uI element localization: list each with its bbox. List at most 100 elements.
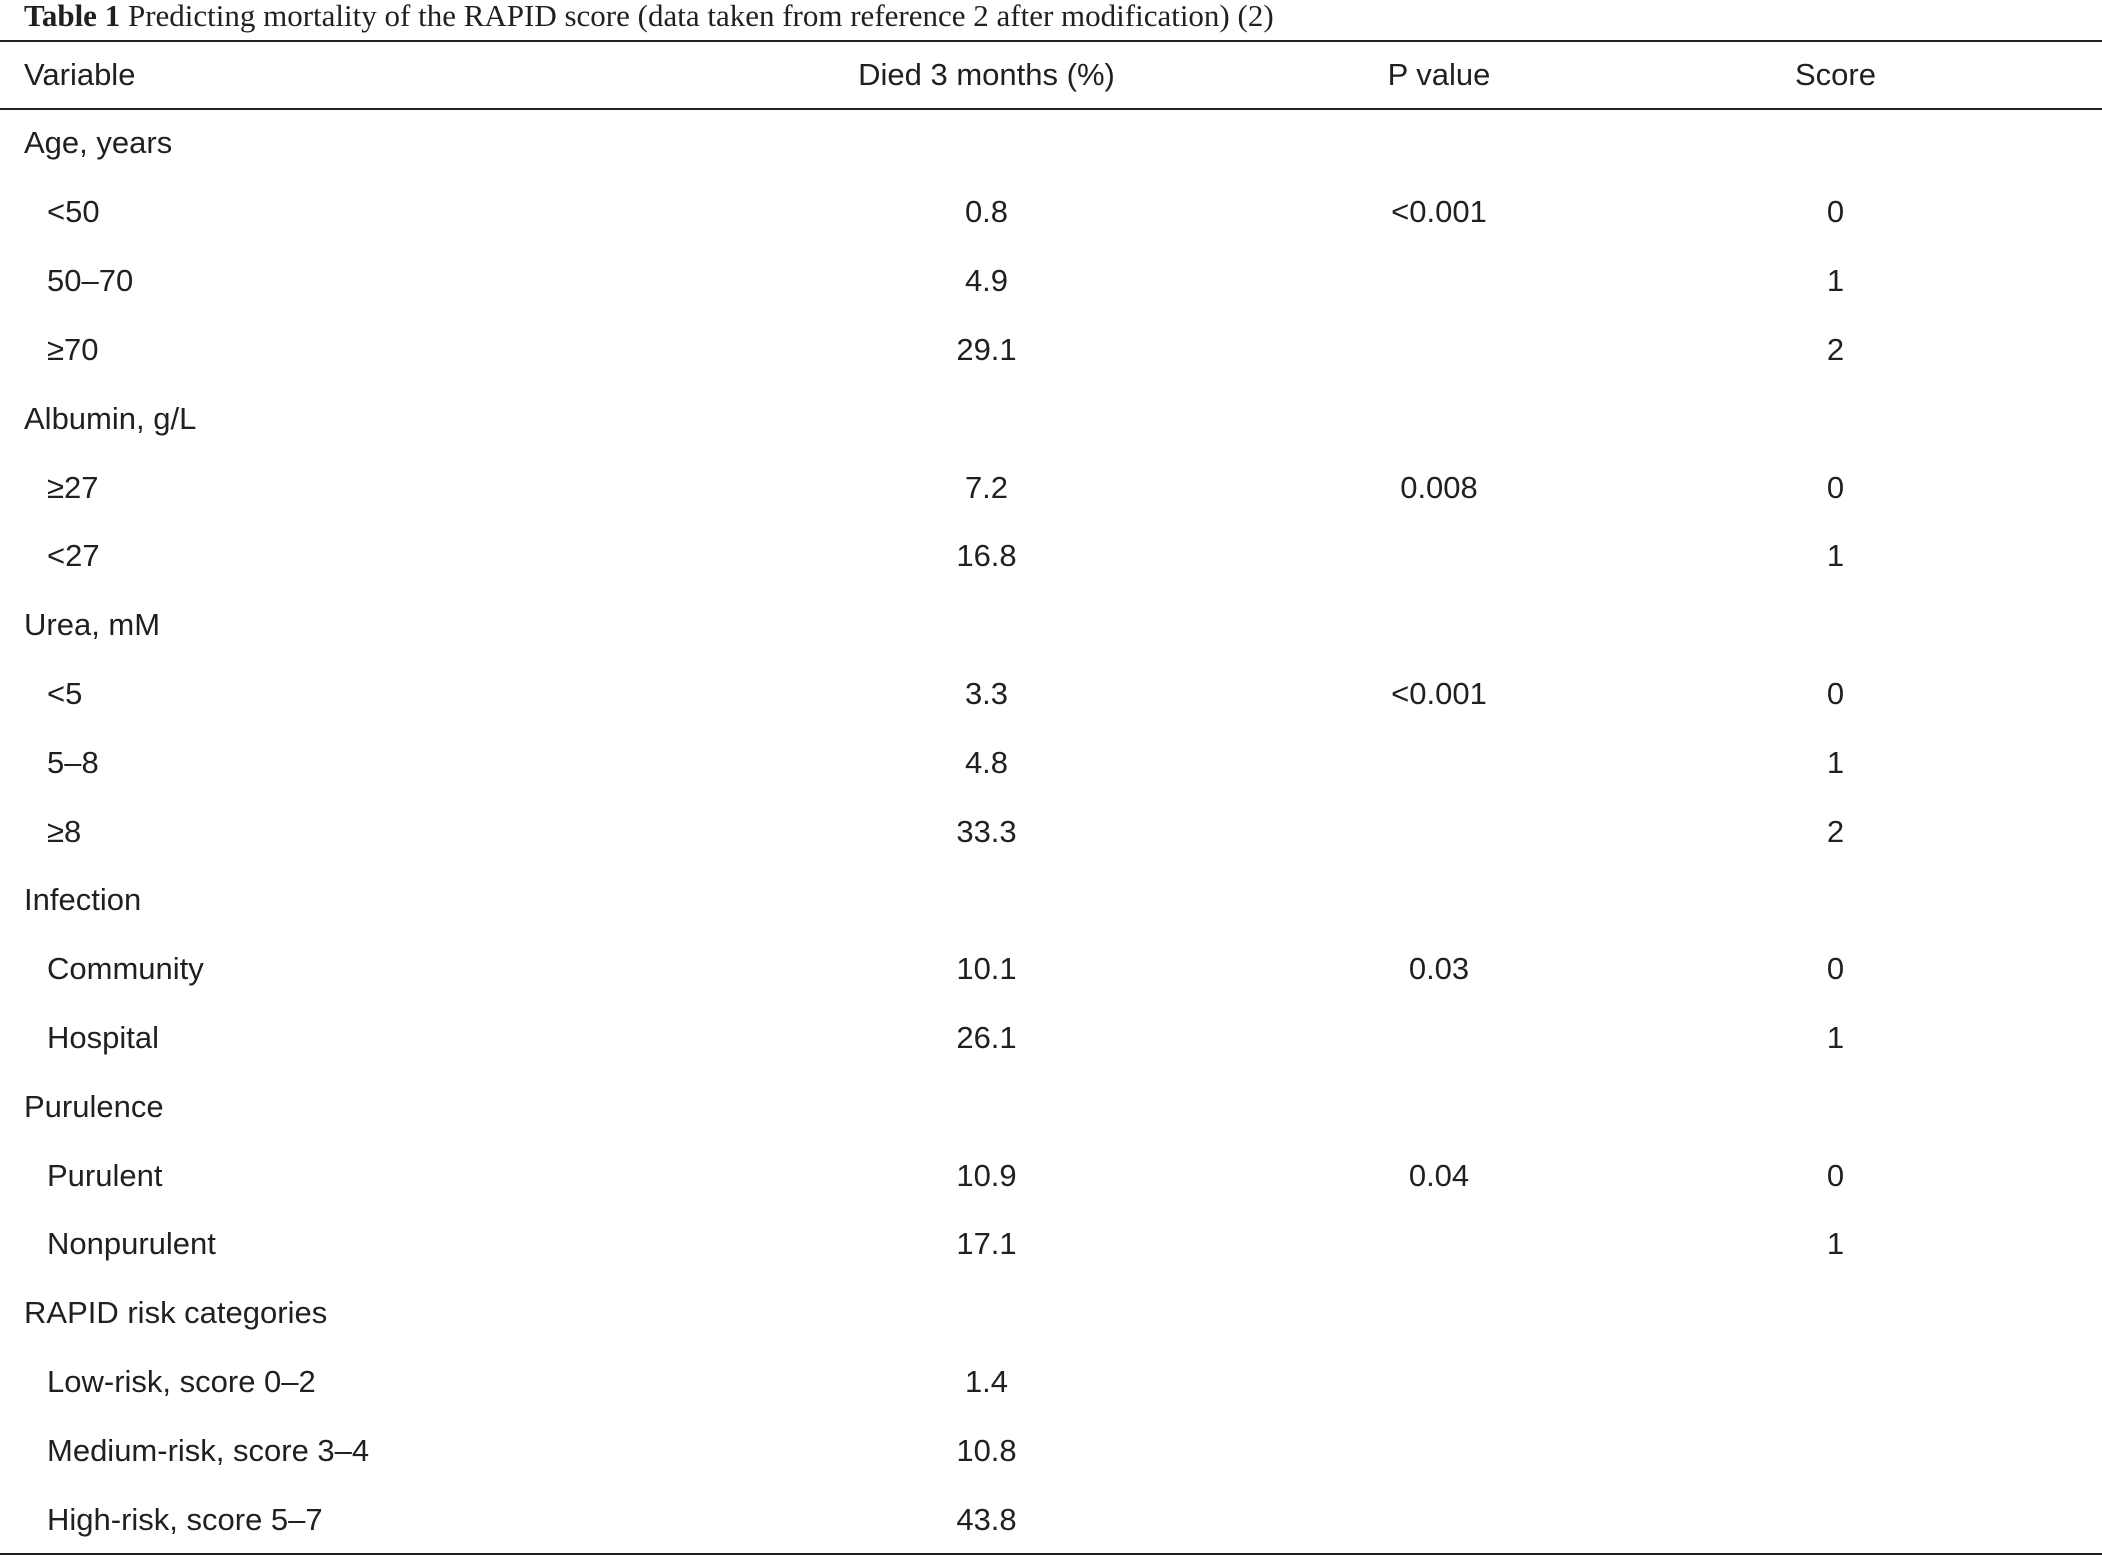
cell-score [1569,866,2102,935]
header-variable: Variable [24,57,136,92]
cell-died: 4.8 [964,744,1009,780]
cell-pvalue [1309,1279,1569,1348]
table-group-row: Urea, mM [0,591,2102,660]
table-row: Low-risk, score 0–2 1.4 [0,1348,2102,1417]
cell-score [1569,384,2102,453]
cell-variable: Medium-risk, score 3–4 [47,1432,370,1468]
header-row: Variable Died 3 months (%) P value Score [0,42,2102,108]
cell-pvalue: 0.008 [1400,469,1478,505]
table-row: ≥70 29.1 2 [0,316,2102,385]
cell-variable: Nonpurulent [47,1226,216,1262]
cell-variable: ≥8 [47,813,82,849]
cell-died: 3.3 [964,675,1009,711]
cell-score: 0 [1826,469,1845,505]
table-row: Community 10.1 0.03 0 [0,935,2102,1004]
cell-variable: RAPID risk categories [24,1295,328,1331]
cell-score [1569,1416,2102,1485]
table-row: Hospital 26.1 1 [0,1004,2102,1073]
cell-variable: Purulence [24,1088,164,1124]
cell-score: 2 [1826,331,1845,367]
table-group-row: Albumin, g/L [0,384,2102,453]
cell-pvalue [1309,591,1569,660]
cell-score: 0 [1826,1157,1845,1193]
cell-died [664,384,1309,453]
table-row: Medium-risk, score 3–4 10.8 [0,1416,2102,1485]
cell-score: 1 [1826,744,1845,780]
cell-died: 10.9 [956,1157,1017,1193]
cell-died: 1.4 [964,1363,1009,1399]
cell-died: 7.2 [964,469,1009,505]
table-row: <27 16.8 1 [0,522,2102,591]
cell-variable: High-risk, score 5–7 [47,1501,323,1537]
cell-pvalue [1309,247,1569,316]
table-group-row: Purulence [0,1072,2102,1141]
table-row: Nonpurulent 17.1 1 [0,1210,2102,1279]
cell-pvalue [1309,384,1569,453]
table-header: Variable Died 3 months (%) P value Score [0,42,2102,108]
cell-pvalue [1309,316,1569,385]
table-row: High-risk, score 5–7 43.8 [0,1485,2102,1554]
cell-variable: Urea, mM [24,607,161,643]
cell-variable: Low-risk, score 0–2 [47,1363,316,1399]
cell-pvalue [1309,108,1569,178]
table-group-row: Age, years [0,108,2102,178]
cell-died: 26.1 [956,1019,1017,1055]
cell-pvalue [1309,1348,1569,1417]
table-group-row: Infection [0,866,2102,935]
table-row: <50 0.8 <0.001 0 [0,178,2102,247]
table-row: ≥8 33.3 2 [0,797,2102,866]
cell-score: 1 [1826,538,1845,574]
cell-score: 1 [1826,1019,1845,1055]
caption-label: Table 1 [24,0,121,33]
cell-score [1569,1485,2102,1554]
cell-died [664,866,1309,935]
cell-pvalue [1309,1485,1569,1554]
table-row: ≥27 7.2 0.008 0 [0,453,2102,522]
cell-died: 0.8 [964,194,1009,230]
table-body: Age, years <5 0 0.8 <0.001 0 50–70 4.9 1 ≥70 29.1 2… [0,108,2102,1554]
cell-pvalue [1309,1416,1569,1485]
cell-variable: Infection [24,882,142,918]
cell-variable: Hospital [47,1019,159,1055]
header-pvalue: P value [1387,57,1491,92]
cell-died [664,1072,1309,1141]
cell-pvalue [1309,797,1569,866]
cell-score [1569,1072,2102,1141]
cell-score: 0 [1826,194,1845,230]
cell-died: 33.3 [956,813,1017,849]
cell-pvalue: 0.03 [1408,951,1470,987]
cell-score [1569,1348,2102,1417]
rapid-score-table: Variable Died 3 months (%) P value Score… [0,42,2102,1554]
cell-pvalue [1309,1072,1569,1141]
cell-variable: Albumin, g/L [24,400,197,436]
cell-variable: <5 [47,675,83,711]
cell-died [664,591,1309,660]
cell-died: 17.1 [956,1226,1017,1262]
bottom-rule [0,1553,2102,1555]
cell-score: 0 [1826,951,1845,987]
header-died: Died 3 months (%) [858,57,1115,92]
cell-pvalue [1309,1004,1569,1073]
cell-pvalue: <0.001 [1391,675,1487,711]
cell-died [664,108,1309,178]
cell-pvalue: 0.04 [1408,1157,1470,1193]
header-score: Score [1795,57,1876,92]
table-row: 50–70 4.9 1 [0,247,2102,316]
cell-variable: 50–70 [47,263,134,299]
cell-score [1569,108,2102,178]
cell-pvalue [1309,1210,1569,1279]
caption-text: Predicting mortality of the RAPID score … [127,0,1274,33]
table-row: 5–8 4.8 1 [0,728,2102,797]
table-row: Purulent 10.9 0.04 0 [0,1141,2102,1210]
cell-variable: Community [47,951,204,987]
header-rule [0,108,2102,110]
cell-score: 1 [1826,1226,1845,1262]
cell-score: 0 [1826,675,1845,711]
cell-variable: <27 [47,538,100,574]
cell-variable: ≥27 [47,469,99,505]
cell-variable: Age, years [24,125,173,160]
cell-score [1569,591,2102,660]
cell-pvalue [1309,728,1569,797]
table-caption: Table 1 Predicting mortality of the RAPI… [24,0,1274,36]
cell-score: 2 [1826,813,1845,849]
